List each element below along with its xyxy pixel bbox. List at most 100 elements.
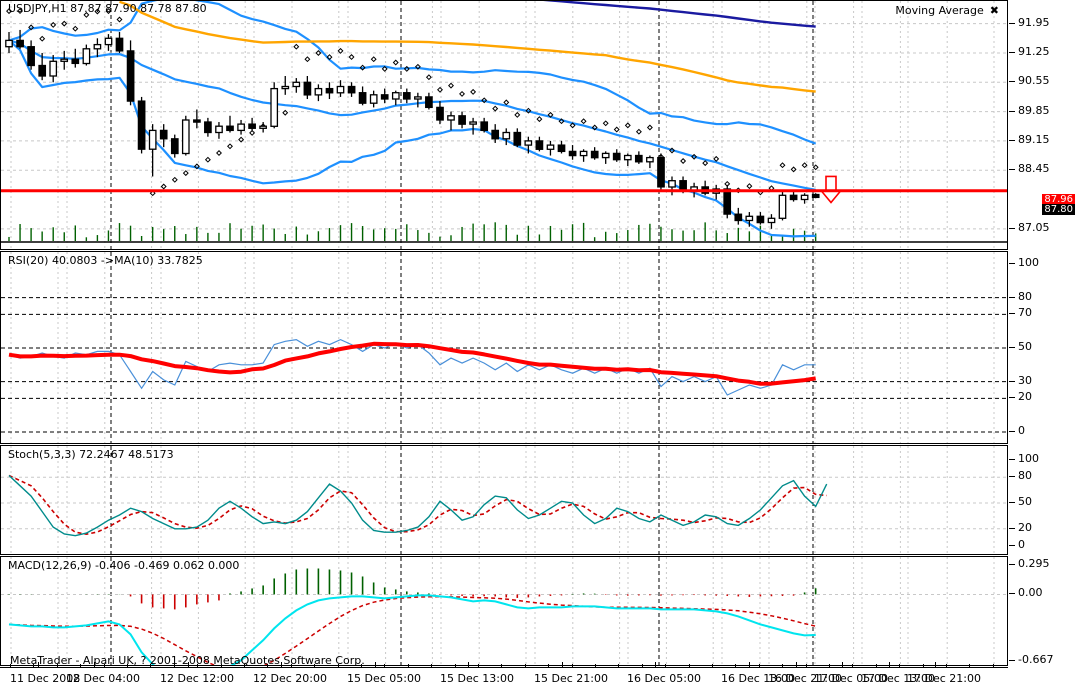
axis-tick-label: 91.95 [1018, 15, 1050, 29]
time-axis-tick [94, 662, 95, 668]
price-panel[interactable] [0, 0, 1008, 250]
time-axis-minor-tick [408, 664, 409, 668]
time-axis-minor-tick [595, 664, 596, 668]
time-axis-minor-tick [572, 664, 573, 668]
time-axis-minor-tick [104, 664, 105, 668]
axis-tick [1009, 347, 1015, 348]
time-axis-minor-tick [221, 664, 222, 668]
time-axis-label: 16 Dec 21:00 [768, 672, 842, 685]
time-axis-minor-tick [314, 664, 315, 668]
time-axis-minor-tick [431, 664, 432, 668]
time-axis-tick [889, 662, 890, 668]
macd-panel[interactable] [0, 556, 1008, 666]
axis-tick [1009, 263, 1015, 264]
time-axis-minor-tick [338, 664, 339, 668]
axis-tick-label: 80 [1018, 289, 1032, 303]
stoch-panel-title: Stoch(5,3,3) 72.2467 48.5173 [8, 448, 174, 461]
axis-tick [1009, 476, 1015, 478]
time-axis-minor-tick [876, 664, 877, 668]
axis-tick-label: 88.45 [1018, 162, 1050, 176]
axis-tick [1009, 313, 1015, 315]
time-axis-label: 15 Dec 21:00 [534, 672, 608, 685]
axis-tick [1009, 502, 1015, 503]
axis-tick [1009, 660, 1015, 661]
axis-tick-label: 20 [1018, 390, 1032, 404]
time-axis-minor-tick [361, 664, 362, 668]
axis-tick [1009, 296, 1015, 298]
time-axis-tick [935, 662, 936, 668]
time-axis-minor-tick [525, 664, 526, 668]
axis-tick [1009, 139, 1015, 141]
time-axis-label: 17 Dec 13:00 [861, 672, 935, 685]
time-axis-tick [562, 662, 563, 668]
time-axis-minor-tick [197, 664, 198, 668]
macd-panel-title: MACD(12,26,9) -0.406 -0.469 0.062 0.000 [8, 559, 240, 572]
axis-tick [1009, 564, 1015, 565]
time-axis-minor-tick [291, 664, 292, 668]
time-axis-label: 12 Dec 20:00 [253, 672, 327, 685]
time-axis-minor-tick [501, 664, 502, 668]
axis-tick-label: 89.15 [1018, 132, 1050, 146]
time-axis-minor-tick [384, 664, 385, 668]
ask-price-tag: 87.96 [1042, 194, 1075, 205]
axis-tick [1009, 227, 1015, 229]
stoch-chart-canvas[interactable] [1, 446, 1007, 554]
axis-tick [1009, 459, 1015, 460]
time-axis-label: 17 Dec 05:00 [814, 672, 888, 685]
time-axis-minor-tick [993, 664, 994, 668]
time-axis-label: 15 Dec 05:00 [347, 672, 421, 685]
rsi-panel-title: RSI(20) 40.0803 ->MA(10) 33.7825 [8, 254, 203, 267]
time-axis-line [0, 667, 1008, 668]
axis-tick-label: 0.295 [1018, 557, 1050, 570]
time-axis-minor-tick [618, 664, 619, 668]
time-axis-minor-tick [969, 664, 970, 668]
axis-tick-label: 91.25 [1018, 44, 1050, 58]
axis-tick-label: 0 [1018, 538, 1025, 551]
axis-tick-label: 90.55 [1018, 74, 1050, 88]
price-chart-canvas[interactable] [1, 1, 1007, 249]
macd-chart-canvas[interactable] [1, 557, 1007, 665]
rsi-chart-canvas[interactable] [1, 252, 1007, 443]
time-axis-tick [796, 662, 797, 668]
axis-tick [1009, 110, 1015, 112]
axis-tick [1009, 527, 1015, 529]
axis-tick-label: 20 [1018, 520, 1032, 534]
axis-tick-label: 89.85 [1018, 103, 1050, 117]
sell-arrow-icon [819, 175, 843, 204]
stoch-panel[interactable] [0, 445, 1008, 555]
time-axis-tick [375, 662, 376, 668]
axis-tick [1009, 431, 1015, 432]
axis-tick-label: 70 [1018, 306, 1032, 320]
axis-tick [1009, 545, 1015, 546]
time-axis-minor-tick [899, 664, 900, 668]
time-axis-label: 12 Dec 04:00 [66, 672, 140, 685]
time-axis-minor-tick [852, 664, 853, 668]
axis-tick-label: 50 [1018, 340, 1032, 353]
time-axis-tick [749, 662, 750, 668]
axis-tick [1009, 51, 1015, 53]
time-axis-tick [38, 662, 39, 668]
time-axis-label: 15 Dec 13:00 [440, 672, 514, 685]
time-axis-tick [468, 662, 469, 668]
axis-tick-label: 50 [1018, 495, 1032, 508]
axis-tick-label: -0.667 [1018, 653, 1054, 666]
time-axis-tick [281, 662, 282, 668]
time-axis-minor-tick [923, 664, 924, 668]
axis-tick [1009, 593, 1015, 595]
time-axis-minor-tick [829, 664, 830, 668]
axis-tick-label: 80 [1018, 469, 1032, 483]
axis-tick-label: 100 [1018, 256, 1039, 269]
price-panel-title: USDJPY,H1 87.87 87.90 87.78 87.80 [8, 2, 207, 15]
axis-tick-label: 30 [1018, 373, 1032, 387]
time-axis-minor-tick [782, 664, 783, 668]
moving-average-legend[interactable]: Moving Average ✖ [895, 4, 999, 17]
time-axis-minor-tick [150, 664, 151, 668]
axis-tick-label: 100 [1018, 452, 1039, 465]
axis-tick [1009, 397, 1015, 399]
time-axis-minor-tick [244, 664, 245, 668]
rsi-panel[interactable] [0, 251, 1008, 444]
time-axis-minor-tick [642, 664, 643, 668]
time-axis-minor-tick [689, 664, 690, 668]
close-icon[interactable]: ✖ [989, 4, 999, 17]
